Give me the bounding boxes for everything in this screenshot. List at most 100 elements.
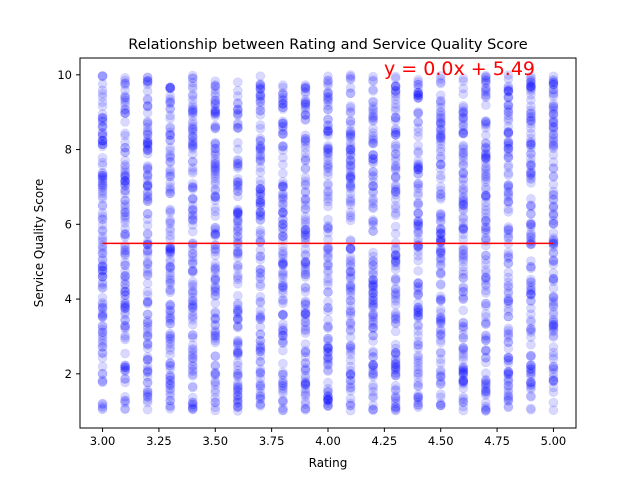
- scatter-point: [345, 210, 356, 221]
- scatter-point: [345, 279, 356, 290]
- scatter-point: [323, 126, 333, 136]
- scatter-point: [548, 132, 559, 143]
- scatter-point: [503, 107, 514, 118]
- scatter-point: [165, 267, 176, 278]
- scatter-point: [210, 184, 221, 195]
- scatter-point: [165, 313, 176, 323]
- scatter-point: [210, 283, 221, 294]
- scatter-point: [300, 81, 311, 92]
- scatter-point: [300, 308, 311, 319]
- scatter-point: [390, 370, 401, 381]
- scatter-point: [345, 324, 356, 335]
- scatter-point: [345, 181, 356, 192]
- scatter-point: [435, 324, 446, 335]
- scatter-point: [435, 143, 446, 154]
- scatter-point: [368, 368, 378, 379]
- scatter-point: [368, 300, 378, 311]
- scatter-point: [390, 405, 401, 416]
- scatter-point: [458, 269, 469, 280]
- scatter-point: [142, 367, 153, 378]
- scatter-point: [413, 93, 424, 103]
- scatter-point: [142, 119, 153, 130]
- scatter-point: [345, 379, 356, 389]
- scatter-point: [503, 369, 514, 380]
- scatter-point: [458, 193, 469, 204]
- scatter-point: [435, 326, 446, 336]
- scatter-point: [435, 132, 446, 143]
- scatter-point: [165, 349, 176, 360]
- scatter-point: [120, 207, 130, 218]
- scatter-point: [300, 358, 311, 369]
- scatter-point: [187, 258, 198, 269]
- scatter-point: [368, 386, 378, 397]
- scatter-point: [300, 230, 311, 240]
- scatter-point: [503, 375, 514, 386]
- scatter-point: [278, 214, 288, 224]
- scatter-point: [97, 175, 108, 186]
- scatter-point: [255, 179, 266, 190]
- scatter-point: [548, 268, 559, 278]
- scatter-point: [390, 173, 401, 183]
- scatter-point: [232, 104, 243, 114]
- scatter-point: [97, 271, 108, 282]
- scatter-point: [165, 248, 176, 259]
- scatter-point: [97, 348, 108, 358]
- scatter-point: [548, 87, 559, 98]
- scatter-point: [278, 323, 288, 333]
- scatter-point: [232, 395, 243, 406]
- scatter-point: [526, 274, 536, 285]
- scatter-point: [120, 93, 130, 103]
- scatter-point: [210, 328, 221, 339]
- scatter-point: [323, 114, 333, 125]
- scatter-point: [142, 141, 153, 152]
- scatter-point: [255, 227, 266, 238]
- scatter-point: [480, 357, 491, 368]
- scatter-point: [187, 295, 198, 306]
- scatter-point: [323, 128, 333, 139]
- scatter-point: [142, 364, 153, 375]
- scatter-point: [323, 398, 333, 409]
- scatter-point: [548, 368, 559, 378]
- scatter-point: [503, 258, 514, 269]
- scatter-point: [210, 337, 221, 348]
- scatter-point: [548, 194, 559, 205]
- scatter-point: [368, 154, 378, 164]
- scatter-point: [548, 322, 559, 333]
- scatter-point: [278, 358, 288, 369]
- scatter-point: [368, 260, 378, 270]
- scatter-point: [255, 143, 266, 153]
- scatter-point: [278, 181, 288, 192]
- scatter-point: [323, 78, 333, 89]
- scatter-point: [526, 108, 536, 119]
- scatter-point: [300, 83, 311, 94]
- scatter-point: [165, 244, 176, 255]
- scatter-point: [120, 228, 130, 239]
- scatter-point: [120, 161, 130, 172]
- scatter-point: [368, 170, 378, 181]
- scatter-point: [548, 273, 559, 284]
- scatter-point: [120, 201, 130, 212]
- scatter-point: [120, 147, 130, 158]
- scatter-point: [368, 371, 378, 382]
- scatter-point: [345, 325, 356, 336]
- scatter-point: [323, 333, 333, 344]
- scatter-point: [390, 129, 401, 140]
- scatter-point: [503, 280, 514, 291]
- scatter-point: [548, 91, 559, 102]
- scatter-point: [300, 403, 311, 414]
- scatter-point: [480, 190, 491, 201]
- scatter-point: [187, 137, 198, 148]
- scatter-point: [120, 250, 130, 261]
- scatter-point: [413, 108, 424, 119]
- scatter-point: [480, 143, 491, 154]
- scatter-point: [142, 366, 153, 376]
- x-tick-label: 3.25: [146, 434, 172, 448]
- scatter-point: [390, 384, 401, 395]
- scatter-point: [345, 244, 356, 254]
- scatter-point: [97, 122, 108, 133]
- scatter-point: [165, 370, 176, 381]
- scatter-point: [165, 300, 176, 310]
- scatter-point: [503, 296, 514, 307]
- scatter-point: [323, 147, 333, 158]
- scatter-point: [323, 80, 333, 91]
